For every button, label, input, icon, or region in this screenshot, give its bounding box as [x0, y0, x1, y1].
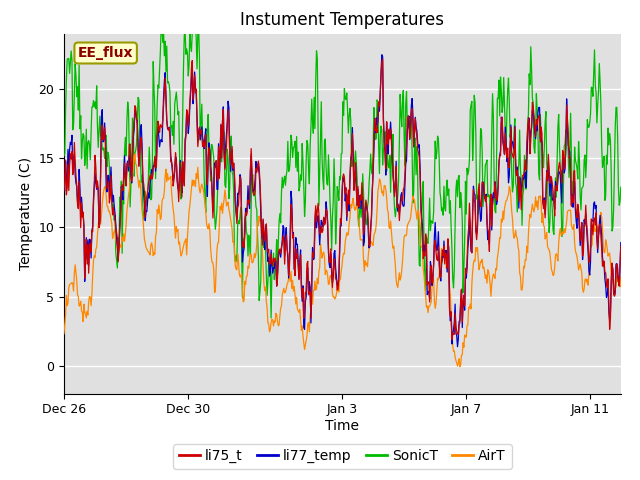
X-axis label: Time: Time [325, 419, 360, 433]
Legend: li75_t, li77_temp, SonicT, AirT: li75_t, li77_temp, SonicT, AirT [173, 444, 511, 469]
Y-axis label: Temperature (C): Temperature (C) [19, 157, 33, 270]
Text: EE_flux: EE_flux [78, 46, 133, 60]
Title: Instument Temperatures: Instument Temperatures [241, 11, 444, 29]
